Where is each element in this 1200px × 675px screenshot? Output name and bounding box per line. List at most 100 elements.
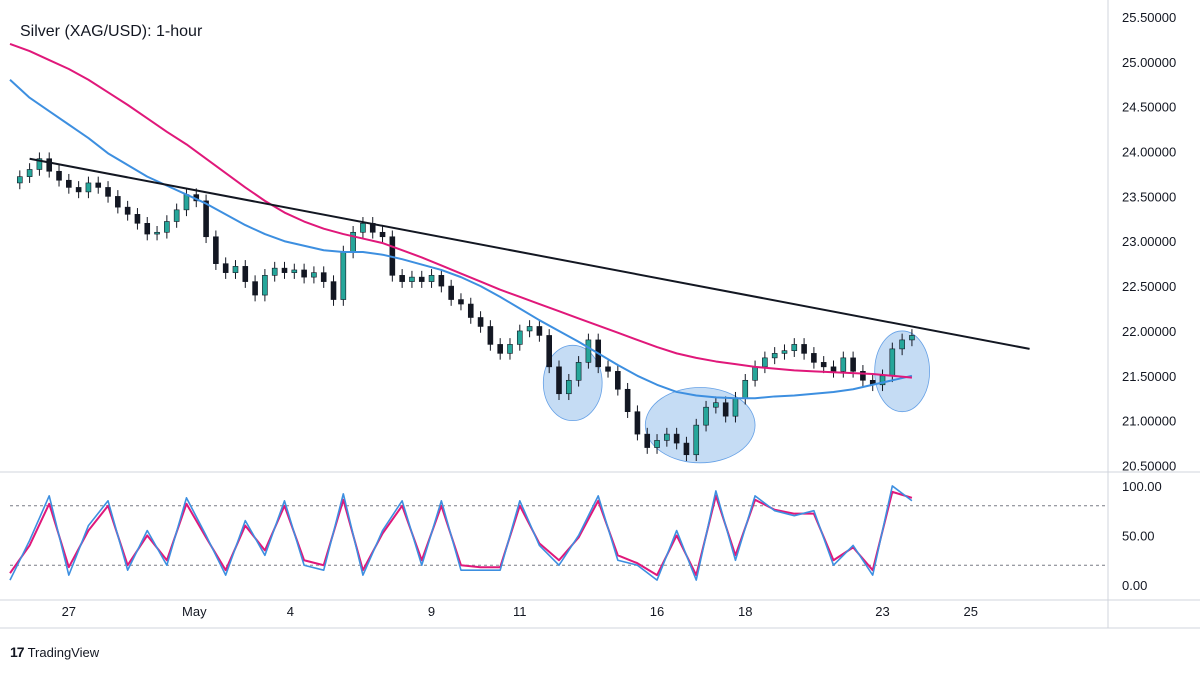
axes: 25.50000 25.00000 24.50000 24.00000 23.50000… [0,0,1200,629]
candle-body [693,424,700,456]
candle-body [781,350,788,354]
trendline [29,157,1030,350]
candle-body [546,335,552,368]
candle-body [213,236,219,264]
time-tick-label: 11 [513,604,527,619]
candle-body [850,357,856,372]
chart-title: Silver (XAG/USD): 1-hour [20,23,203,40]
stoch-tick-label: 100.00 [1122,479,1162,494]
candle-body [360,223,366,233]
price-tick-label: 21.00000 [1122,414,1176,429]
candle-body [75,187,82,193]
candle-body [95,182,102,188]
highlight-zone-2 [874,330,930,413]
price-tick-label: 24.00000 [1122,145,1176,160]
candle-body [860,371,866,381]
candle-body [762,357,768,368]
candle-body [536,326,543,336]
candle-body [477,317,484,327]
candle-body [379,231,386,238]
candle-body [556,366,562,395]
candle-body [516,330,523,345]
stoch-d-line [9,490,913,577]
candle-body [840,357,847,372]
candle-body [448,285,454,300]
price-tick-label: 22.00000 [1122,324,1176,339]
candle-body [252,281,258,296]
candle-body [134,214,141,224]
candle-body [713,402,719,408]
candle-body [183,194,190,211]
candle-body [124,206,131,215]
candle-body [889,348,896,377]
candle-body [428,275,435,282]
tradingview-brand: 17 TradingView [10,644,99,660]
candle-body [222,263,229,273]
candle-body [664,433,670,441]
ma-slow-line [9,42,913,379]
candle-body [830,366,837,372]
candle-body [909,335,915,341]
candle-body [438,275,445,287]
tradingview-logo-icon: 17 [10,644,25,660]
candle-body [232,266,239,273]
candle-body [605,366,611,372]
candle-body [46,158,53,172]
stoch-tick-label: 0.00 [1122,578,1147,593]
candle-body [899,339,905,350]
candle-body [507,344,513,354]
candle-body [203,200,209,238]
stoch-tick-label: 50.00 [1122,528,1155,543]
candle-body [330,281,337,300]
stochastic-pane [9,485,1108,581]
candle-body [85,182,92,193]
candle-body [301,269,307,278]
candle-body [164,221,170,233]
highlight-zone-0 [542,344,603,422]
candle-body [585,339,592,363]
candle-body [654,440,660,448]
time-tick-label: 16 [650,604,664,619]
candle-body [154,231,160,235]
candle-body [683,442,690,456]
candle-body [340,251,347,300]
candle-body [634,411,641,435]
candle-body [144,223,151,235]
candle-body [56,170,62,181]
candle-body [311,272,317,278]
price-tick-label: 21.50000 [1122,369,1176,384]
candle-body [291,269,298,273]
time-tick-label: 9 [428,604,435,619]
price-tick-label: 23.50000 [1122,189,1176,204]
candle-body [458,299,464,305]
candle-body [115,196,121,208]
candle-body [820,362,827,368]
candle-body [615,371,621,390]
time-tick-label: 27 [62,604,76,619]
time-tick-label: 4 [287,604,294,619]
brand-name: TradingView [27,644,100,660]
price-pane [9,42,1030,464]
time-tick-label: May [182,604,207,619]
candle-body [271,267,278,276]
candle-body [732,397,739,417]
candle-body [742,379,749,399]
candle-body [771,353,778,359]
candle-body [722,402,729,417]
candle-body [467,303,474,318]
candle-body [752,366,758,381]
price-tick-label: 25.00000 [1122,55,1176,70]
candle-body [575,362,582,381]
candle-body [487,326,494,345]
candle-body [105,187,111,197]
candle-body [418,276,425,282]
candle-body [262,275,268,296]
candle-body [36,158,43,170]
candle-body [624,388,631,412]
time-tick-label: 25 [964,604,978,619]
candle-body [703,406,709,426]
candle-body [26,169,33,177]
candle-body [566,379,572,395]
stoch-k-line [9,485,913,581]
